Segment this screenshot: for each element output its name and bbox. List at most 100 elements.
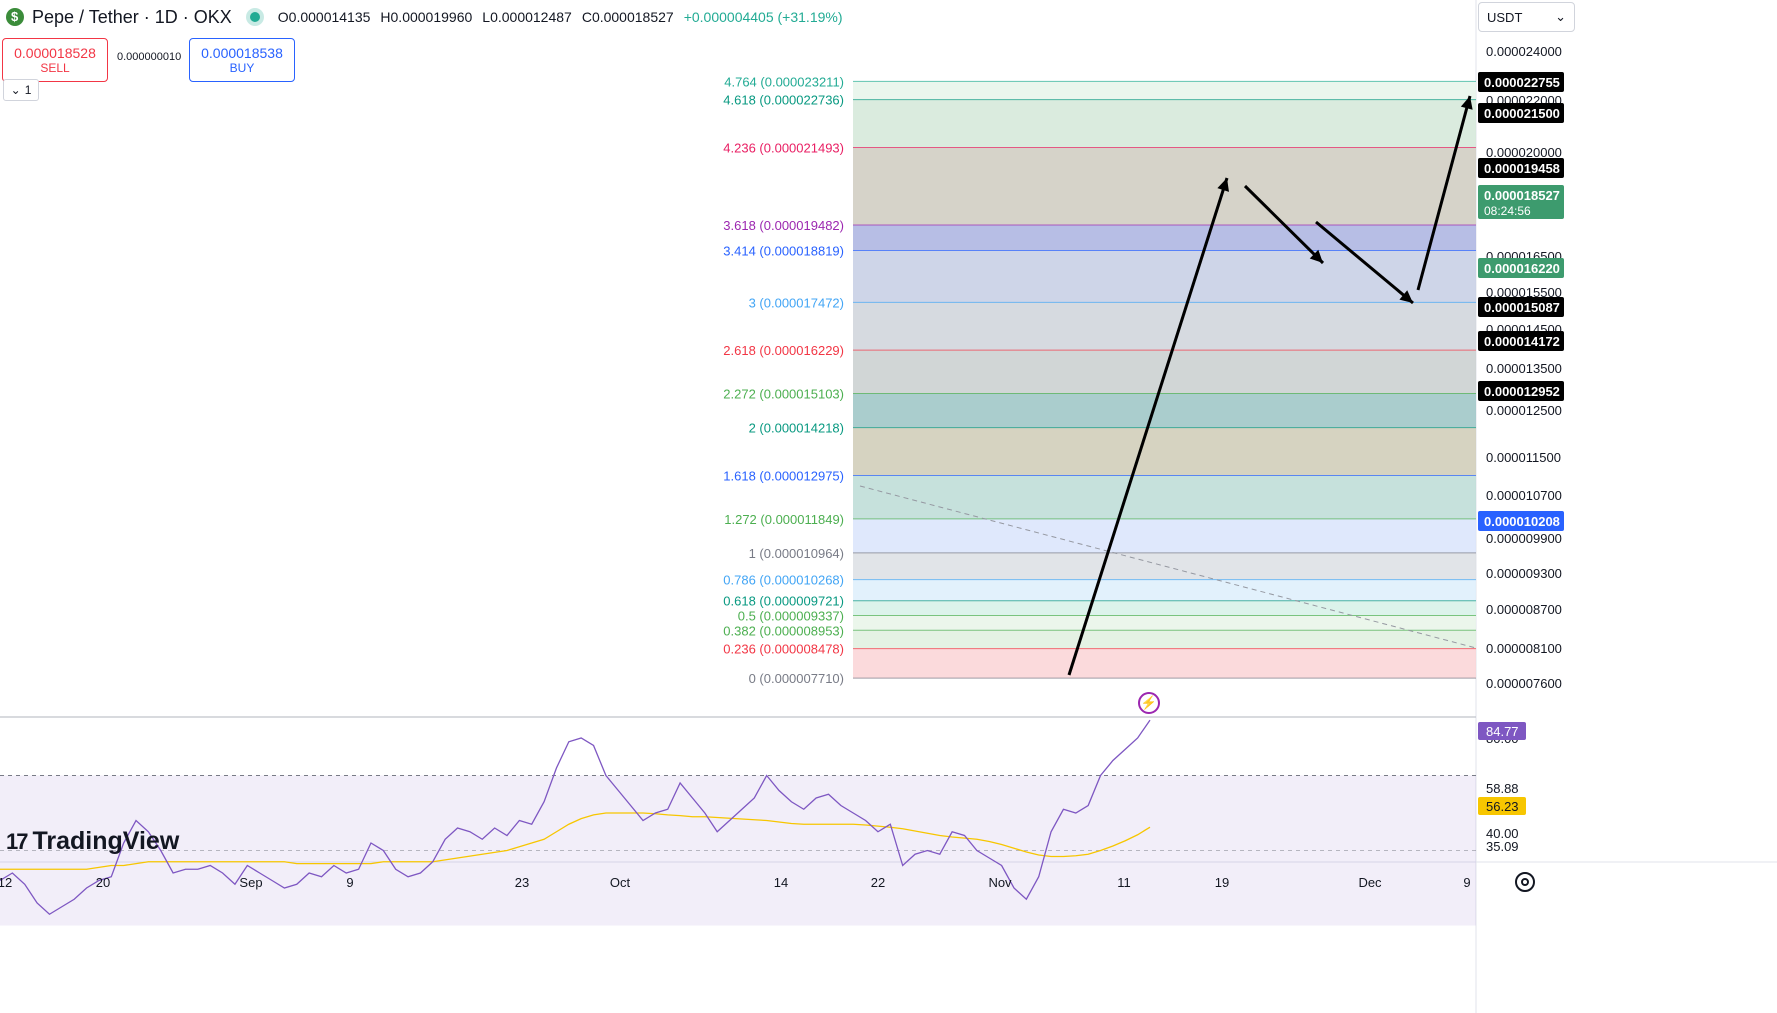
- fib-level-label: 0.5 (0.000009337): [738, 609, 844, 624]
- annotation-arrow-head: [1309, 249, 1323, 263]
- price-label: 0.000014172: [1484, 334, 1560, 349]
- fib-band: [853, 302, 1476, 351]
- rsi-axis-tick: 35.09: [1486, 839, 1519, 854]
- price-axis-tick: 0.000013500: [1486, 361, 1562, 376]
- low-value: L0.000012487: [482, 9, 572, 25]
- annotation-arrow-head: [1217, 178, 1229, 192]
- price-axis-tick: 0.000015500: [1486, 285, 1562, 300]
- price-label-bg: [1478, 158, 1564, 178]
- time-axis-tick: Nov: [988, 875, 1012, 890]
- fib-band: [853, 427, 1476, 476]
- time-axis-tick: Dec: [1358, 875, 1382, 890]
- time-axis-tick: 9: [346, 875, 353, 890]
- rsi-value-bg: [1478, 722, 1526, 740]
- time-axis-tick: Oct: [610, 875, 631, 890]
- fib-level-label: 0.618 (0.000009721): [723, 594, 844, 609]
- time-axis-tick: 19: [1215, 875, 1229, 890]
- rsi-ma-value-label: 56.23: [1486, 799, 1519, 814]
- price-label: 0.000010208: [1484, 514, 1560, 529]
- ohlc-legend: O0.000014135 H0.000019960 L0.000012487 C…: [278, 9, 843, 25]
- price-label: 0.000015087: [1484, 300, 1560, 315]
- fib-band: [853, 99, 1476, 148]
- fib-band: [853, 579, 1476, 601]
- fib-band: [853, 147, 1476, 225]
- time-axis-tick: Sep: [239, 875, 262, 890]
- fib-level-label: 3.414 (0.000018819): [723, 243, 844, 258]
- spread-value: 0.000000010: [117, 51, 182, 63]
- time-axis-tick: 20: [96, 875, 110, 890]
- fib-level-label: 0.236 (0.000008478): [723, 642, 844, 657]
- fib-level-label: 2.618 (0.000016229): [723, 343, 844, 358]
- time-axis-tick: 14: [774, 875, 788, 890]
- sell-price: 0.000018528: [14, 45, 96, 61]
- fib-level-label: 2 (0.000014218): [749, 421, 844, 436]
- fib-level-label: 4.618 (0.000022736): [723, 93, 844, 108]
- indicator-count: 1: [24, 83, 32, 97]
- gear-icon[interactable]: [1515, 872, 1535, 892]
- fib-band: [853, 393, 1476, 428]
- open-value: O0.000014135: [277, 9, 371, 25]
- annotation-arrow: [1315, 220, 1414, 305]
- annotation-arrow-head: [1399, 290, 1413, 303]
- fib-band: [853, 648, 1476, 679]
- change-value: +0.000004405 (+31.19%): [683, 9, 843, 25]
- time-axis-tick: 9: [1463, 875, 1470, 890]
- pepe-coin-icon: [6, 8, 24, 26]
- fib-level-label: 4.236 (0.000021493): [723, 141, 844, 156]
- high-value: H0.000019960: [380, 9, 473, 25]
- currency-select[interactable]: USDT ⌄: [1478, 2, 1575, 32]
- fib-band: [853, 224, 1476, 251]
- fib-band: [853, 475, 1476, 519]
- price-label-bg: [1478, 297, 1564, 317]
- price-label-bg: [1478, 185, 1564, 219]
- lightning-icon[interactable]: ⚡: [1138, 692, 1160, 714]
- fib-band: [853, 81, 1476, 100]
- price-axis-tick: 0.000008100: [1486, 641, 1562, 656]
- fib-band: [853, 630, 1476, 649]
- price-label-bg: [1478, 72, 1564, 92]
- price-label-bg: [1478, 511, 1564, 531]
- market-open-icon: [249, 12, 260, 22]
- price-label: 0.000018527: [1484, 188, 1560, 203]
- currency-label: USDT: [1487, 9, 1523, 25]
- price-label-bg: [1478, 258, 1564, 278]
- symbol-title[interactable]: Pepe / Tether · 1D · OKX: [32, 6, 232, 27]
- price-label: 0.000019458: [1484, 161, 1560, 176]
- buy-button[interactable]: 0.000018538 BUY: [189, 38, 295, 82]
- close-value: C0.000018527: [581, 9, 674, 25]
- price-axis-tick: 0.000009300: [1486, 566, 1562, 581]
- price-axis-tick: 0.000012500: [1486, 403, 1562, 418]
- time-axis-tick: 11: [1117, 875, 1131, 890]
- chevron-down-icon: ⌄: [10, 83, 21, 97]
- rsi-value-label: 84.77: [1486, 724, 1519, 739]
- fib-band: [853, 518, 1476, 553]
- price-label: 0.000016220: [1484, 261, 1560, 276]
- fib-level-label: 0.382 (0.000008953): [723, 623, 844, 638]
- fib-level-label: 1.618 (0.000012975): [723, 468, 844, 483]
- rsi-axis-tick: 40.00: [1486, 826, 1519, 841]
- annotation-arrow: [1416, 95, 1472, 291]
- fib-band: [853, 250, 1476, 303]
- buy-price: 0.000018538: [201, 45, 283, 61]
- price-axis-tick: 0.000009900: [1486, 531, 1562, 546]
- price-axis-tick: 0.000007600: [1486, 676, 1562, 691]
- price-label-bg: [1478, 103, 1564, 123]
- price-label-bg: [1478, 331, 1564, 351]
- trend-line: [859, 485, 1477, 649]
- tradingview-mark-icon: 17: [6, 828, 29, 854]
- price-label: 0.000022755: [1484, 75, 1560, 90]
- fib-level-label: 3.618 (0.000019482): [723, 218, 844, 233]
- rsi-line: [0, 719, 1151, 916]
- sell-button[interactable]: 0.000018528 SELL: [2, 38, 108, 82]
- time-axis-tick: 23: [515, 875, 529, 890]
- price-label-bg: [1478, 381, 1564, 401]
- fib-level-label: 0 (0.000007710): [749, 671, 844, 686]
- price-axis-tick: 0.000010700: [1486, 488, 1562, 503]
- fib-level-label: 2.272 (0.000015103): [723, 387, 844, 402]
- rsi-axis-tick: 58.88: [1486, 781, 1519, 796]
- fib-level-label: 1.272 (0.000011849): [724, 512, 844, 527]
- indicators-toggle[interactable]: ⌄ 1: [3, 79, 39, 101]
- fib-level-label: 3 (0.000017472): [749, 295, 844, 310]
- fib-level-label: 1 (0.000010964): [749, 546, 844, 561]
